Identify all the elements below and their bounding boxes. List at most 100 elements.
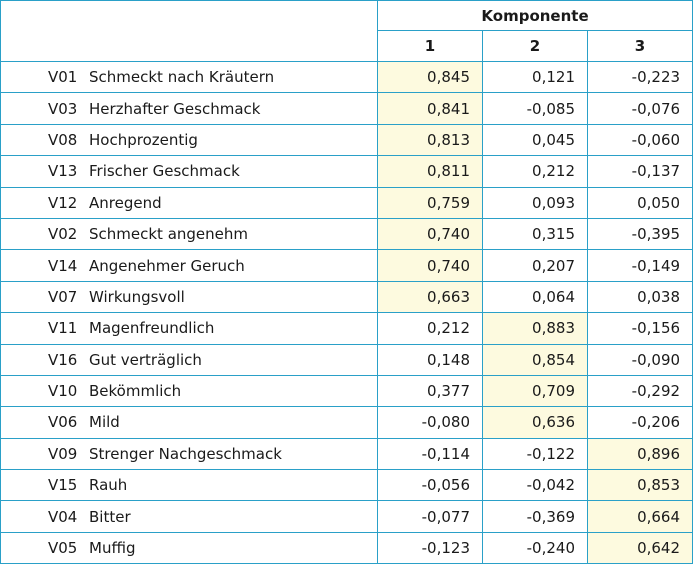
loading-value-component-3: -0,076 [586,92,694,125]
variable-label-cell: V04 Bitter [0,500,378,533]
loading-value-component-3: -0,149 [586,249,694,282]
column-header-2: 2 [482,30,588,62]
loading-value-component-1: 0,740 [377,249,483,282]
loading-value-component-3: -0,395 [586,217,694,251]
variable-name: Anregend [89,193,162,212]
loading-value-component-2: 0,121 [482,60,588,94]
loading-value-component-2: 0,854 [482,343,588,376]
table-row: V15 Rauh -0,056 -0,042 0,853 [0,469,694,502]
loading-value-component-3: 0,664 [586,500,694,533]
variable-name: Herzhafter Geschmack [89,99,261,118]
variable-name: Strenger Nachgeschmack [89,444,282,463]
column-header-3: 3 [586,30,694,62]
loading-value-component-1: 0,841 [377,92,483,125]
loading-value-component-3: 0,896 [586,437,694,471]
table-row: V13 Frischer Geschmack 0,811 0,212 -0,137 [0,155,694,188]
loading-value-component-3: 0,038 [586,280,694,314]
variable-code: V10 [48,382,78,401]
variable-code: V03 [48,99,78,118]
loading-value-component-2: 0,709 [482,374,588,408]
table-row: V10 Bekömmlich 0,377 0,709 -0,292 [0,374,694,408]
variable-code: V08 [48,130,78,149]
variable-label-cell: V14 Angenehmer Geruch [0,249,378,282]
variable-code: V01 [48,68,78,87]
loading-value-component-1: 0,148 [377,343,483,376]
table-row: V03 Herzhafter Geschmack 0,841 -0,085 -0,076 [0,92,694,125]
variable-name: Schmeckt angenehm [89,225,249,244]
variable-label-cell: V01 Schmeckt nach Kräutern [0,60,378,94]
table-row: V08 Hochprozentig 0,813 0,045 -0,060 [0,123,694,157]
variable-name: Wirkungsvoll [89,287,185,306]
variable-name: Gut verträglich [89,350,202,369]
loading-value-component-2: 0,093 [482,186,588,219]
variable-label-cell: V12 Anregend [0,186,378,219]
loading-value-component-1: 0,813 [377,123,483,157]
loading-value-component-2: -0,122 [482,437,588,471]
table-row: V16 Gut verträglich 0,148 0,854 -0,090 [0,343,694,376]
loading-value-component-1: 0,740 [377,217,483,251]
variable-label-cell: V13 Frischer Geschmack [0,155,378,188]
variable-code: V07 [48,287,78,306]
column-header-1: 1 [377,30,483,62]
variable-name: Magenfreundlich [89,319,215,338]
loading-value-component-2: 0,315 [482,217,588,251]
loading-value-component-3: -0,292 [586,374,694,408]
loading-value-component-1: 0,811 [377,155,483,188]
table-row: V12 Anregend 0,759 0,093 0,050 [0,186,694,219]
variable-label-cell: V07 Wirkungsvoll [0,280,378,314]
variable-label-cell: V15 Rauh [0,469,378,502]
matrix-body: V01 Schmeckt nach Kräutern 0,845 0,121 -0,22… [0,60,694,565]
variable-name: Bekömmlich [89,382,182,401]
header-corner-cell [0,0,378,62]
variable-code: V02 [48,225,78,244]
variable-code: V13 [48,162,78,181]
variable-name: Schmeckt nach Kräutern [89,68,275,87]
variable-label-cell: V05 Muffig [0,531,378,565]
table-row: V09 Strenger Nachgeschmack -0,114 -0,122 0,8… [0,437,694,471]
header-row-group: Komponente [0,0,694,62]
loading-value-component-1: -0,080 [377,406,483,439]
loading-value-component-1: -0,114 [377,437,483,471]
loading-value-component-3: -0,156 [586,312,694,345]
table-row: V01 Schmeckt nach Kräutern 0,845 0,121 -0,22… [0,60,694,94]
variable-name: Hochprozentig [89,130,198,149]
variable-name: Frischer Geschmack [89,162,240,181]
loading-value-component-2: 0,212 [482,155,588,188]
loading-value-component-3: -0,060 [586,123,694,157]
variable-code: V15 [48,476,78,495]
loading-value-component-1: -0,077 [377,500,483,533]
table-row: V07 Wirkungsvoll 0,663 0,064 0,038 [0,280,694,314]
variable-label-cell: V16 Gut verträglich [0,343,378,376]
loading-value-component-3: -0,223 [586,60,694,94]
variable-label-cell: V08 Hochprozentig [0,123,378,157]
loading-value-component-1: 0,759 [377,186,483,219]
loading-value-component-3: 0,050 [586,186,694,219]
variable-label-cell: V10 Bekömmlich [0,374,378,408]
table-row: V11 Magenfreundlich 0,212 0,883 -0,156 [0,312,694,345]
loading-value-component-1: -0,123 [377,531,483,565]
loading-value-component-2: 0,883 [482,312,588,345]
table-row: V04 Bitter -0,077 -0,369 0,664 [0,500,694,533]
table-row: V05 Muffig -0,123 -0,240 0,642 [0,531,694,565]
table-row: V02 Schmeckt angenehm 0,740 0,315 -0,395 [0,217,694,251]
loading-value-component-3: -0,090 [586,343,694,376]
variable-name: Muffig [89,539,136,558]
loading-value-component-2: -0,240 [482,531,588,565]
loading-value-component-2: -0,042 [482,469,588,502]
variable-name: Angenehmer Geruch [89,256,245,275]
loading-value-component-3: 0,642 [586,531,694,565]
variable-name: Bitter [89,507,131,526]
loading-value-component-1: 0,212 [377,312,483,345]
loading-value-component-2: -0,369 [482,500,588,533]
variable-code: V14 [48,256,78,275]
variable-name: Mild [89,413,120,432]
loading-value-component-2: 0,207 [482,249,588,282]
variable-code: V06 [48,413,78,432]
loading-value-component-2: -0,085 [482,92,588,125]
variable-label-cell: V02 Schmeckt angenehm [0,217,378,251]
loading-value-component-1: 0,845 [377,60,483,94]
variable-code: V05 [48,539,78,558]
table-row: V14 Angenehmer Geruch 0,740 0,207 -0,149 [0,249,694,282]
variable-name: Rauh [89,476,128,495]
